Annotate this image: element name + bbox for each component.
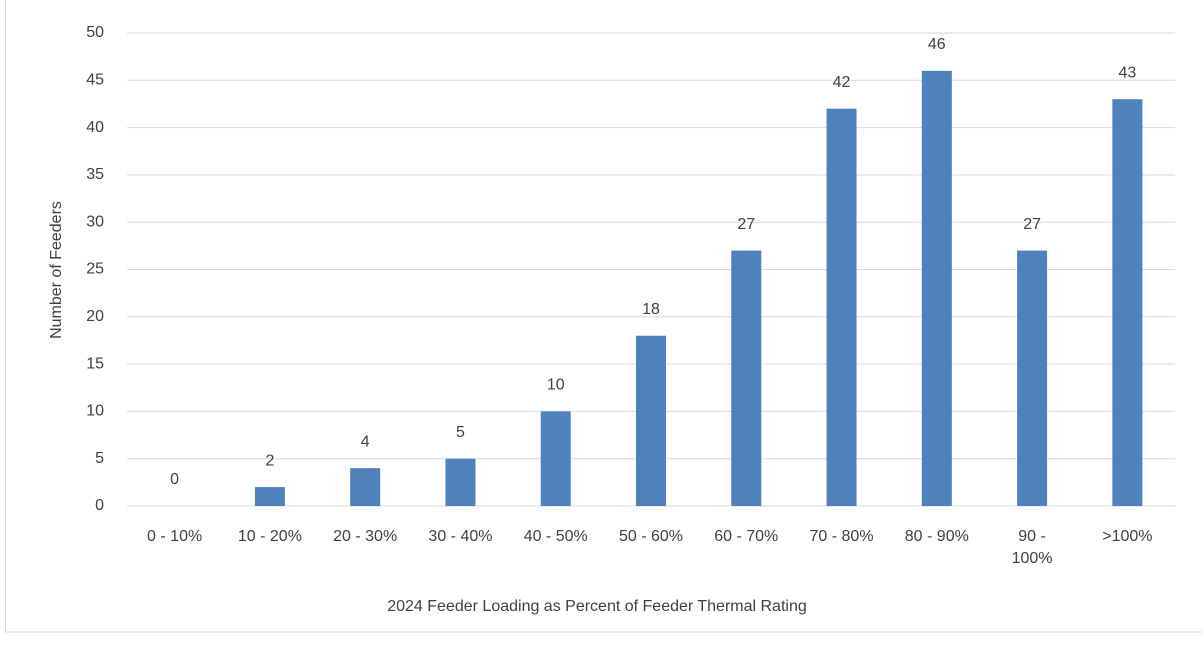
bar xyxy=(445,458,476,506)
y-axis-title: Number of Feeders xyxy=(48,201,65,339)
y-tick-label: 25 xyxy=(86,261,104,278)
bar xyxy=(636,335,666,506)
data-label: 43 xyxy=(1118,64,1136,81)
y-tick-label: 50 xyxy=(86,24,104,41)
x-tick-label: 30 - 40% xyxy=(428,528,493,545)
data-label: 18 xyxy=(642,301,660,318)
bar xyxy=(540,411,571,506)
bar xyxy=(254,487,285,506)
data-label: 42 xyxy=(833,74,851,91)
x-tick-label: 20 - 30% xyxy=(333,528,398,545)
data-label: 5 xyxy=(456,424,465,441)
bar xyxy=(1017,250,1048,506)
y-tick-label: 15 xyxy=(86,355,104,372)
y-tick-label: 10 xyxy=(86,403,104,420)
x-tick-label: >100% xyxy=(1102,528,1153,545)
data-label: 2 xyxy=(265,452,274,469)
bar xyxy=(1112,99,1143,506)
x-tick-label: 90 - 100% xyxy=(1011,528,1053,567)
bar xyxy=(731,250,762,506)
x-tick-label: 10 - 20% xyxy=(237,528,302,545)
y-tick-label: 5 xyxy=(95,450,104,467)
bar xyxy=(826,108,857,507)
data-label: 4 xyxy=(361,433,370,450)
x-tick-label: 70 - 80% xyxy=(809,528,874,545)
y-tick-label: 45 xyxy=(86,72,104,89)
bar xyxy=(921,70,952,506)
bar xyxy=(350,468,381,506)
data-label: 0 xyxy=(170,471,179,488)
y-tick-label: 0 xyxy=(95,497,104,514)
y-tick-label: 40 xyxy=(86,119,104,136)
data-label: 46 xyxy=(928,36,946,53)
x-tick-label: 80 - 90% xyxy=(904,528,969,545)
y-tick-label: 30 xyxy=(86,213,104,230)
data-label: 27 xyxy=(1023,216,1041,233)
x-tick-label: 60 - 70% xyxy=(714,528,779,545)
data-label: 10 xyxy=(547,377,565,394)
chart-border xyxy=(5,0,1203,633)
x-axis-title: 2024 Feeder Loading as Percent of Feeder… xyxy=(387,598,807,615)
y-tick-label: 35 xyxy=(86,166,104,183)
data-label: 27 xyxy=(737,216,755,233)
x-tick-label: 0 - 10% xyxy=(147,528,203,545)
y-tick-label: 20 xyxy=(86,308,104,325)
x-tick-label: 50 - 60% xyxy=(618,528,684,545)
x-tick-label: 40 - 50% xyxy=(523,528,588,545)
